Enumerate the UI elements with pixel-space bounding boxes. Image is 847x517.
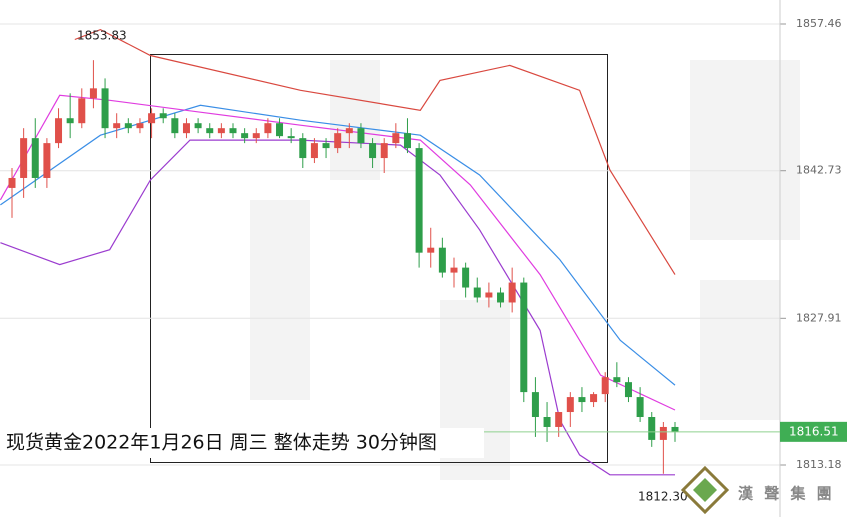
candle-body: [171, 118, 179, 134]
indicator-line: [0, 104, 676, 386]
candle-body: [438, 247, 446, 273]
candle-body: [566, 397, 574, 413]
candle-body: [89, 88, 97, 99]
logo-text: 漢 聲 集 團: [738, 485, 835, 503]
candle-body: [392, 133, 400, 144]
candle-body: [403, 133, 411, 149]
candle-body: [357, 128, 365, 144]
y-tick-label: 1857.46: [796, 17, 842, 30]
candle-body: [427, 247, 435, 253]
candle-body: [101, 88, 109, 129]
low-label: 1812.30: [638, 489, 688, 503]
highlight-box: [150, 54, 608, 463]
candle-body: [369, 143, 377, 159]
candle-body: [206, 128, 214, 134]
high-label: 1853.83: [77, 29, 127, 43]
candle-body: [462, 267, 470, 288]
candle-body: [613, 377, 621, 383]
candle-body: [55, 118, 63, 144]
candle-body: [508, 282, 516, 303]
candle-body: [241, 133, 249, 139]
candle-body: [345, 128, 353, 134]
candle-body: [497, 292, 505, 303]
candle-body: [113, 123, 121, 129]
candle-body: [124, 123, 132, 129]
y-tick-label: 1842.73: [796, 164, 842, 177]
candle-body: [590, 394, 598, 403]
candle-body: [276, 123, 284, 137]
candle-body: [148, 113, 156, 124]
last-price-tag: [780, 421, 847, 442]
candle-body: [182, 123, 190, 134]
candle-body: [648, 417, 656, 440]
candle-body: [217, 128, 225, 134]
candle-body: [287, 136, 295, 139]
candle-body: [322, 143, 330, 149]
candle-body: [555, 412, 563, 427]
candle-body: [78, 98, 86, 124]
candle-body: [485, 292, 493, 298]
background-decoration: [250, 60, 800, 480]
candle-body: [194, 123, 202, 129]
candle-body: [659, 426, 667, 440]
candle-body: [531, 392, 539, 418]
indicator-line: [74, 28, 676, 275]
candle-body: [636, 397, 644, 418]
candle-body: [229, 128, 237, 134]
candle-body: [380, 143, 388, 159]
logo: 漢 聲 集 團: [680, 465, 835, 515]
title-background: [0, 428, 484, 458]
chart-title: 现货黄金2022年1月26日 周三 整体走势 30分钟图: [6, 432, 437, 454]
y-tick-label: 1827.91: [796, 311, 842, 324]
candle-body: [624, 382, 632, 398]
candle-body: [473, 287, 481, 298]
candle-body: [601, 377, 609, 395]
candle-body: [31, 138, 39, 178]
y-tick-label: 1813.18: [796, 458, 842, 471]
candle-body: [520, 282, 528, 393]
candle-body: [334, 133, 342, 149]
indicator-line: [0, 139, 675, 476]
candle-body: [20, 138, 28, 178]
candle-body: [252, 133, 260, 139]
candle-body: [310, 143, 318, 159]
candle-body: [299, 138, 307, 159]
candle-body: [264, 123, 272, 134]
candle-body: [543, 417, 551, 427]
candle-body: [66, 118, 74, 124]
last-price-label: 1816.51: [789, 424, 839, 438]
candle-body: [159, 113, 167, 119]
candle-body: [415, 148, 423, 253]
candle-body: [136, 123, 144, 129]
candle-body: [8, 177, 16, 188]
candle-body: [43, 143, 51, 178]
candle-body: [671, 426, 679, 432]
candle-body: [450, 267, 458, 273]
candle-body: [578, 397, 586, 403]
